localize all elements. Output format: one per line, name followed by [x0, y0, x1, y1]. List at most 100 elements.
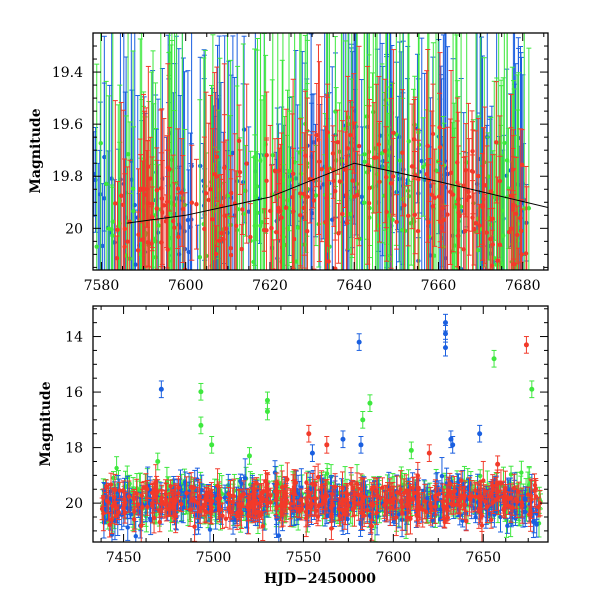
data-point-green [125, 151, 131, 157]
data-point-red [314, 132, 319, 138]
data-point-green [498, 215, 503, 220]
data-point-green [127, 481, 132, 486]
data-point-green [383, 97, 389, 103]
data-point-green [261, 209, 266, 214]
data-point-red [264, 153, 269, 158]
data-point-blue [477, 156, 483, 162]
data-point-red [425, 143, 430, 149]
data-point-red [391, 130, 396, 136]
data-point-green [255, 210, 260, 216]
data-point-green [313, 193, 319, 198]
data-point-red [497, 242, 503, 247]
data-point-green [180, 196, 185, 201]
data-point-red [483, 274, 487, 278]
data-point-red [298, 212, 303, 218]
data-point-red [210, 217, 215, 222]
data-point-red [432, 195, 437, 200]
data-point-red [344, 220, 350, 226]
data-point-red [488, 236, 493, 242]
data-point-red [119, 193, 124, 198]
data-point-green [475, 248, 481, 253]
data-point-red [324, 195, 329, 201]
data-point-green [109, 227, 114, 232]
data-point-red [473, 220, 479, 226]
data-point-red [332, 188, 338, 194]
data-point-red [455, 180, 460, 185]
data-point-red [229, 190, 234, 196]
data-point-green [270, 152, 275, 158]
data-point-red [340, 211, 345, 217]
data-point-red [158, 186, 164, 191]
y-tick-label: 20 [65, 221, 83, 237]
data-point-red [277, 168, 282, 173]
data-point-red [470, 215, 475, 220]
data-point-red [470, 169, 476, 175]
data-point-green [501, 233, 506, 238]
data-point-green [103, 181, 109, 187]
data-point-green [287, 168, 292, 174]
data-point-red [388, 181, 394, 186]
data-point-blue [93, 171, 97, 177]
data-point-red [461, 247, 466, 252]
data-point-red [203, 191, 209, 196]
data-point-green [379, 151, 385, 156]
data-point-red [336, 231, 341, 236]
data-point-green [508, 472, 514, 477]
data-point-red [154, 187, 160, 193]
data-point-red [411, 137, 417, 142]
data-point-green [364, 114, 370, 119]
data-point-red [480, 204, 485, 210]
data-point-red [208, 187, 213, 192]
data-point-red [113, 201, 118, 206]
y-tick-label: 19.4 [52, 65, 83, 81]
data-point-red [430, 203, 435, 209]
data-point-red [490, 216, 495, 221]
data-point-green [343, 126, 348, 131]
data-point-red [415, 228, 421, 234]
data-point-green [362, 152, 367, 157]
x-tick-label: 7680 [505, 278, 541, 294]
data-point-red [438, 219, 443, 225]
data-point-red [437, 144, 443, 150]
data-point-green [522, 206, 527, 211]
data-point-green [494, 262, 499, 268]
data-point-green [399, 474, 404, 479]
data-point-blue [143, 279, 147, 283]
data-point-red [456, 196, 461, 202]
data-point-red [429, 192, 435, 197]
data-point-red [476, 173, 481, 179]
data-point-red [351, 121, 357, 126]
data-point-green [371, 109, 376, 115]
data-point-red [394, 219, 399, 225]
data-point-red [303, 153, 308, 158]
data-point-green [131, 209, 136, 214]
data-point-red [180, 206, 186, 212]
data-point-red [376, 142, 382, 147]
data-point-red [510, 205, 516, 211]
bottom-data-layer [99, 313, 543, 542]
data-point-blue [100, 243, 105, 249]
data-point-green [486, 271, 490, 275]
data-point-red [305, 194, 310, 200]
data-point-red [236, 138, 242, 144]
data-point-green [234, 227, 240, 233]
data-point-red [495, 258, 500, 263]
data-point-red [523, 251, 529, 256]
data-point-red [189, 200, 195, 205]
data-point-red [384, 209, 389, 215]
data-point-red [142, 187, 147, 192]
data-point-red [272, 168, 278, 173]
data-point-red [412, 212, 418, 217]
data-point-red [463, 168, 469, 173]
data-point-red [171, 218, 176, 224]
data-point-red [348, 132, 353, 138]
data-point-green [400, 227, 405, 233]
data-point-red [337, 179, 343, 184]
data-point-green [295, 225, 301, 230]
data-point-red [137, 187, 143, 193]
x-tick-label: 7640 [336, 278, 372, 294]
y-tick-label: 19.8 [52, 169, 83, 185]
x-tick-label: 7580 [84, 278, 120, 294]
